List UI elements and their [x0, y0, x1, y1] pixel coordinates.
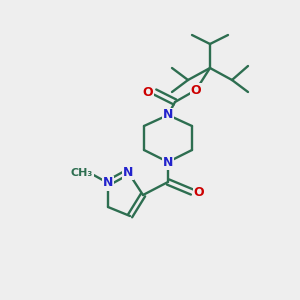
Text: O: O: [194, 185, 204, 199]
Text: N: N: [163, 109, 173, 122]
Text: CH₃: CH₃: [71, 168, 93, 178]
Text: O: O: [191, 83, 201, 97]
Text: N: N: [123, 166, 133, 178]
Text: N: N: [163, 155, 173, 169]
Text: O: O: [143, 85, 153, 98]
Text: N: N: [103, 176, 113, 190]
